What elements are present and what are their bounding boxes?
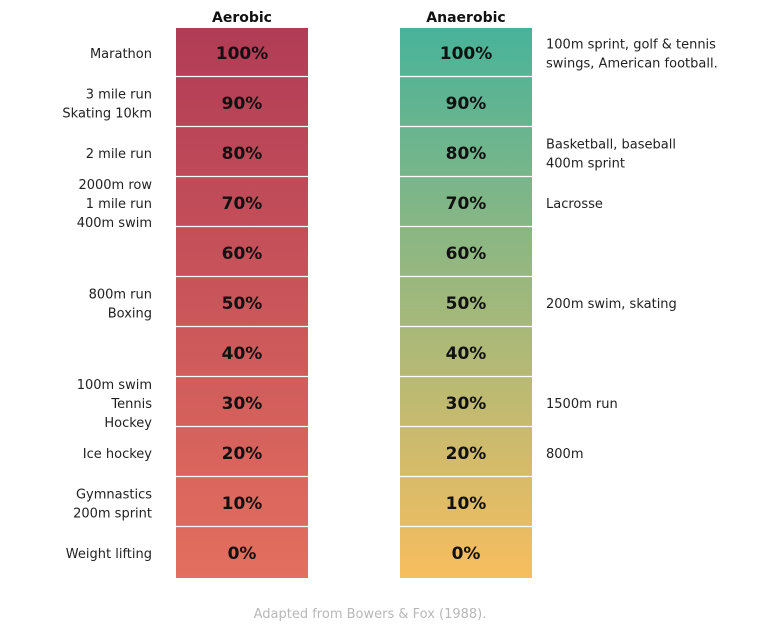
anaerobic-column: Anaerobic 100% 100m sprint, golf & tennis s… bbox=[400, 10, 718, 578]
anaerobic-activity-label: swings, American football. bbox=[546, 57, 718, 72]
aerobic-activity-label: 1 mile run bbox=[86, 197, 152, 212]
aerobic-percent-label: 100% bbox=[216, 44, 269, 64]
anaerobic-percent-label: 0% bbox=[452, 544, 481, 564]
aerobic-activity-label: Weight lifting bbox=[66, 547, 152, 562]
anaerobic-column-title: Anaerobic bbox=[426, 10, 505, 26]
aerobic-percent-label: 40% bbox=[222, 344, 263, 364]
aerobic-activity-label: 100m swim bbox=[77, 378, 152, 393]
aerobic-activity-label: Skating 10km bbox=[62, 107, 152, 122]
anaerobic-activity-label: 200m swim, skating bbox=[546, 297, 677, 312]
chart-caption: Adapted from Bowers & Fox (1988). bbox=[254, 607, 487, 622]
aerobic-percent-label: 50% bbox=[222, 294, 263, 314]
aerobic-activity-label: Ice hockey bbox=[83, 447, 153, 462]
anaerobic-percent-label: 10% bbox=[446, 494, 487, 514]
aerobic-percent-label: 60% bbox=[222, 244, 263, 264]
aerobic-activity-label: Gymnastics bbox=[76, 488, 152, 503]
anaerobic-activity-label: Basketball, baseball bbox=[546, 138, 676, 153]
anaerobic-percent-label: 20% bbox=[446, 444, 487, 464]
aerobic-activity-label: Tennis bbox=[110, 397, 152, 412]
anaerobic-gradient-band bbox=[400, 28, 532, 578]
anaerobic-percent-label: 80% bbox=[446, 144, 487, 164]
anaerobic-activity-label: Lacrosse bbox=[546, 197, 603, 212]
aerobic-percent-label: 30% bbox=[222, 394, 263, 414]
aerobic-column: Aerobic 100% Marathon 90% 3 mile run Skating … bbox=[62, 10, 308, 578]
anaerobic-percent-label: 40% bbox=[446, 344, 487, 364]
aerobic-activity-label: 200m sprint bbox=[73, 507, 152, 522]
anaerobic-activity-label: 400m sprint bbox=[546, 157, 625, 172]
aerobic-activity-label: Hockey bbox=[104, 416, 152, 431]
anaerobic-percent-label: 50% bbox=[446, 294, 487, 314]
aerobic-percent-label: 80% bbox=[222, 144, 263, 164]
anaerobic-percent-label: 70% bbox=[446, 194, 487, 214]
anaerobic-percent-label: 30% bbox=[446, 394, 487, 414]
aerobic-percent-label: 10% bbox=[222, 494, 263, 514]
anaerobic-percent-label: 60% bbox=[446, 244, 487, 264]
aerobic-activity-label: 400m swim bbox=[77, 216, 152, 231]
aerobic-percent-label: 20% bbox=[222, 444, 263, 464]
aerobic-activity-label: 2 mile run bbox=[86, 147, 152, 162]
aerobic-percent-label: 0% bbox=[228, 544, 257, 564]
aerobic-gradient-band bbox=[176, 28, 308, 578]
aerobic-activity-label: 3 mile run bbox=[86, 88, 152, 103]
anaerobic-percent-label: 90% bbox=[446, 94, 487, 114]
aerobic-column-title: Aerobic bbox=[212, 10, 272, 26]
aerobic-activity-label: 2000m row bbox=[78, 178, 152, 193]
anaerobic-activity-label: 100m sprint, golf & tennis bbox=[546, 38, 716, 53]
aerobic-activity-label: Marathon bbox=[90, 47, 152, 62]
anaerobic-percent-label: 100% bbox=[440, 44, 493, 64]
anaerobic-activity-label: 800m bbox=[546, 447, 583, 462]
aerobic-percent-label: 70% bbox=[222, 194, 263, 214]
aerobic-activity-label: 800m run bbox=[89, 288, 152, 303]
aerobic-activity-label: Boxing bbox=[108, 307, 152, 322]
anaerobic-activity-label: 1500m run bbox=[546, 397, 618, 412]
aerobic-percent-label: 90% bbox=[222, 94, 263, 114]
